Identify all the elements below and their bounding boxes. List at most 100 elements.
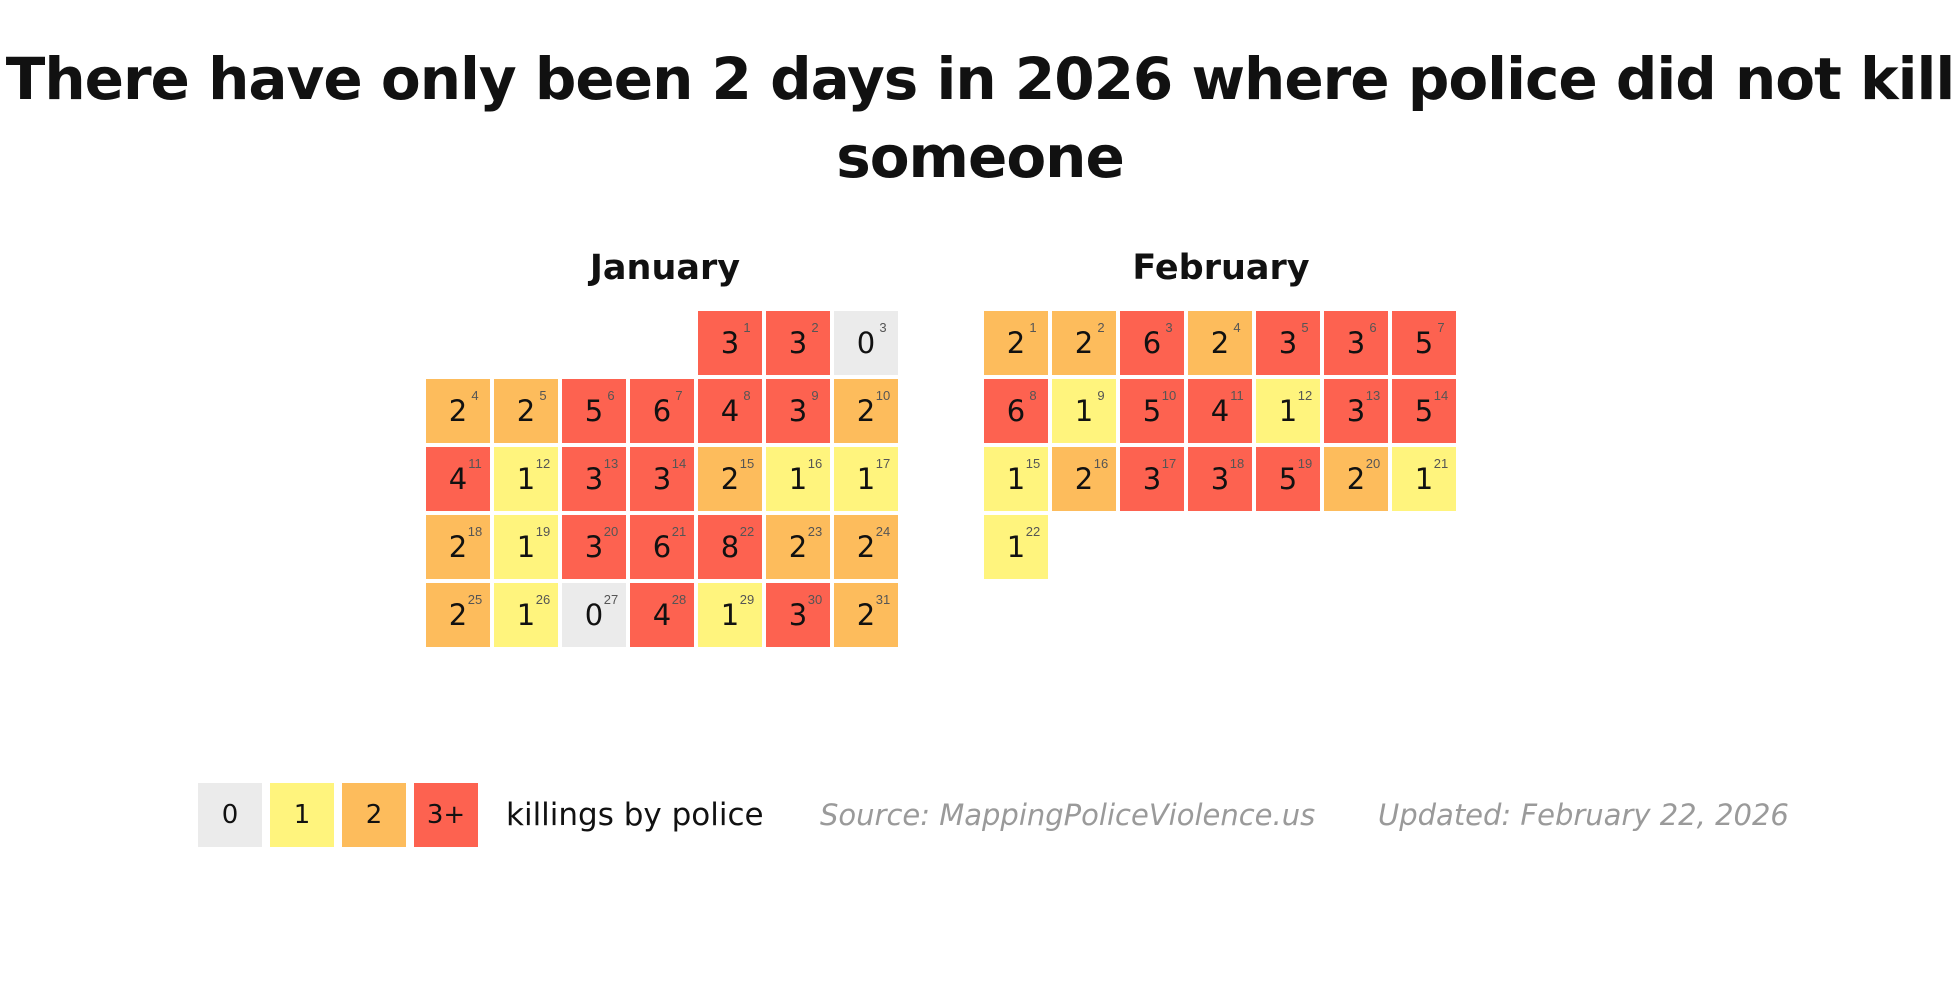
day-count: 1 xyxy=(788,462,808,496)
day-count: 4 xyxy=(1210,394,1230,428)
day-number: 22 xyxy=(1025,524,1041,539)
day-cell: 6 21 xyxy=(630,515,694,579)
day-number: 10 xyxy=(875,388,891,403)
day-number: 2 xyxy=(1097,320,1105,335)
day-count: 2 xyxy=(516,394,536,428)
day-count: 5 xyxy=(1278,462,1298,496)
day-number: 10 xyxy=(1161,388,1177,403)
day-number: 5 xyxy=(1301,320,1309,335)
day-cell: 1 16 xyxy=(766,447,830,511)
day-number: 9 xyxy=(1097,388,1105,403)
day-count: 2 xyxy=(856,394,876,428)
day-cell: 5 10 xyxy=(1120,379,1184,443)
day-number: 6 xyxy=(1369,320,1377,335)
legend-swatch-3-plus: 3+ xyxy=(414,783,478,847)
day-number: 18 xyxy=(1229,456,1245,471)
day-number: 11 xyxy=(468,456,482,471)
day-count: 2 xyxy=(720,462,740,496)
day-count: 2 xyxy=(1006,326,1026,360)
day-count: 0 xyxy=(584,598,604,632)
day-cell: 4 11 xyxy=(1188,379,1252,443)
day-number: 20 xyxy=(603,524,619,539)
day-count: 2 xyxy=(1210,326,1230,360)
day-count: 2 xyxy=(856,530,876,564)
day-number: 25 xyxy=(467,592,483,607)
day-cell: 3 13 xyxy=(1324,379,1388,443)
day-cell: 0 27 xyxy=(562,583,626,647)
day-count: 3 xyxy=(1210,462,1230,496)
month-title-january: January xyxy=(589,248,741,288)
legend-label: killings by police xyxy=(506,797,764,833)
day-count: 3 xyxy=(1278,326,1298,360)
day-number: 3 xyxy=(1165,320,1173,335)
day-number: 12 xyxy=(1297,388,1313,403)
day-count: 1 xyxy=(856,462,876,496)
day-cell: 3 17 xyxy=(1120,447,1184,511)
legend-swatch-0: 0 xyxy=(198,783,262,847)
day-number: 16 xyxy=(1093,456,1109,471)
day-count: 8 xyxy=(720,530,740,564)
day-cell: 1 15 xyxy=(984,447,1048,511)
day-count: 5 xyxy=(1414,394,1434,428)
day-cell: 8 22 xyxy=(698,515,762,579)
day-cell: 3 20 xyxy=(562,515,626,579)
day-number: 19 xyxy=(535,524,551,539)
day-number: 15 xyxy=(1025,456,1041,471)
day-number: 28 xyxy=(671,592,687,607)
legend-swatch-2: 2 xyxy=(342,783,406,847)
day-number: 17 xyxy=(875,456,891,471)
day-cell: 1 29 xyxy=(698,583,762,647)
day-count: 2 xyxy=(856,598,876,632)
day-number: 12 xyxy=(535,456,551,471)
day-count: 5 xyxy=(1142,394,1162,428)
day-number: 4 xyxy=(471,388,479,403)
day-number: 30 xyxy=(807,592,823,607)
day-count: 2 xyxy=(448,530,468,564)
legend-swatch-1: 1 xyxy=(270,783,334,847)
day-count: 3 xyxy=(720,326,740,360)
day-number: 24 xyxy=(875,524,891,539)
day-count: 6 xyxy=(652,530,672,564)
day-count: 3 xyxy=(788,598,808,632)
day-number: 2 xyxy=(811,320,819,335)
source-note: Source: MappingPoliceViolence.us xyxy=(820,798,1316,832)
day-number: 22 xyxy=(739,524,755,539)
day-number: 7 xyxy=(675,388,683,403)
day-number: 4 xyxy=(1233,320,1241,335)
day-count: 1 xyxy=(1074,394,1094,428)
day-count: 1 xyxy=(1278,394,1298,428)
day-count: 6 xyxy=(1142,326,1162,360)
day-cell: 2 24 xyxy=(834,515,898,579)
day-count: 2 xyxy=(1346,462,1366,496)
day-cell: 2 15 xyxy=(698,447,762,511)
day-cell: 1 12 xyxy=(494,447,558,511)
month-title-february: February xyxy=(1132,248,1310,288)
day-cell: 1 26 xyxy=(494,583,558,647)
day-count: 2 xyxy=(448,394,468,428)
chart-title: There have only been 2 days in 2026 wher… xyxy=(5,45,1955,191)
day-number: 23 xyxy=(807,524,823,539)
day-count: 2 xyxy=(1074,326,1094,360)
day-cell: 4 11 xyxy=(426,447,490,511)
day-cell: 2 20 xyxy=(1324,447,1388,511)
day-number: 20 xyxy=(1365,456,1381,471)
day-number: 14 xyxy=(1433,388,1449,403)
day-cell: 1 17 xyxy=(834,447,898,511)
day-count: 3 xyxy=(1346,326,1366,360)
day-count: 6 xyxy=(652,394,672,428)
day-number: 15 xyxy=(739,456,755,471)
day-number: 14 xyxy=(671,456,687,471)
day-cell: 2 18 xyxy=(426,515,490,579)
day-count: 0 xyxy=(856,326,876,360)
